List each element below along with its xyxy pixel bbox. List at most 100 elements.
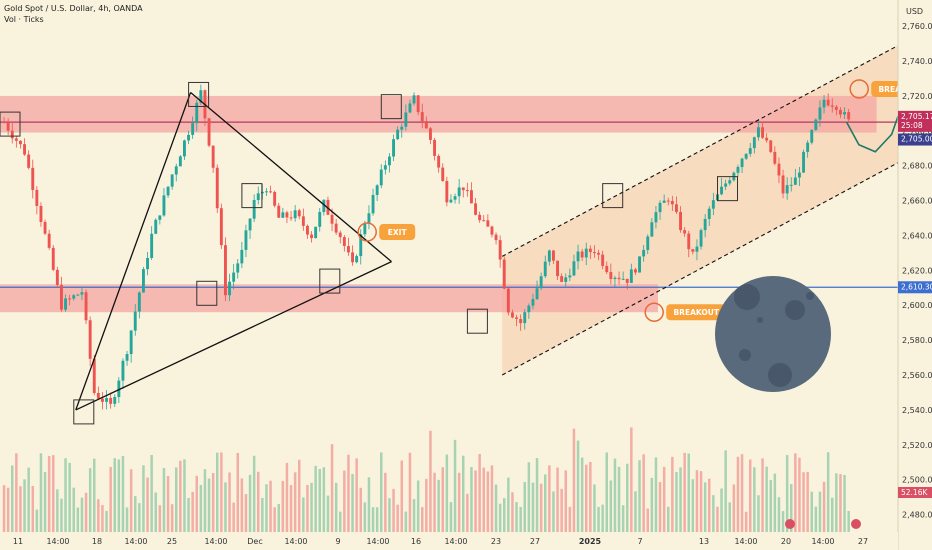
- candle: [523, 312, 527, 324]
- candle: [51, 247, 55, 270]
- swing-marker-box: [466, 308, 488, 334]
- candle: [35, 189, 39, 206]
- volume-bar: [166, 476, 170, 532]
- volume-bar: [601, 504, 604, 532]
- volume-bar: [64, 458, 67, 532]
- volume-bar: [314, 465, 317, 532]
- candle: [347, 246, 350, 253]
- volume-bar: [318, 468, 321, 532]
- candle: [679, 211, 682, 231]
- volume-bar: [261, 497, 264, 532]
- volume-bar: [351, 473, 354, 532]
- candle: [568, 275, 572, 278]
- candle: [150, 233, 154, 258]
- volume-bar: [790, 484, 793, 532]
- volume-bar: [359, 487, 362, 532]
- callout-circle: [357, 222, 377, 242]
- volume-bar: [716, 506, 719, 532]
- candle: [113, 397, 117, 404]
- volume-bar: [580, 457, 584, 532]
- candle: [662, 200, 666, 203]
- volume-bar: [564, 470, 567, 532]
- callout-label: EXIT: [388, 228, 408, 237]
- volume-bar: [175, 467, 178, 532]
- volume-bar: [433, 472, 436, 532]
- volume-bar: [515, 502, 518, 532]
- candle: [408, 103, 412, 113]
- volume-bar: [43, 472, 47, 532]
- volume-bar: [105, 510, 108, 532]
- volume-bar: [421, 507, 424, 532]
- candle: [256, 193, 260, 201]
- volume-bar: [109, 466, 112, 532]
- x-tick-label: 14:00: [124, 537, 147, 546]
- candle: [23, 144, 26, 155]
- volume-bar: [453, 439, 457, 532]
- callout-label: BREAKOUT: [673, 308, 719, 317]
- volume-bar: [150, 454, 153, 532]
- candle: [445, 181, 449, 203]
- swing-marker-box: [188, 81, 210, 107]
- current-price-flag: 25:08: [901, 121, 923, 130]
- x-tick-label: 14:00: [204, 537, 227, 546]
- y-tick-label: 2,740.000: [902, 57, 932, 66]
- volume-bar: [732, 484, 736, 532]
- candle: [367, 213, 371, 224]
- volume-bar: [646, 508, 649, 532]
- y-tick-label: 2,620.000: [902, 266, 932, 275]
- candle: [474, 203, 477, 215]
- candle: [564, 277, 568, 282]
- candle: [76, 294, 80, 296]
- volume-bar: [511, 492, 514, 532]
- candle: [396, 129, 400, 140]
- x-tick-label: 14:00: [811, 537, 834, 546]
- volume-bar: [396, 504, 399, 532]
- candle: [470, 190, 473, 204]
- candle: [211, 145, 215, 168]
- price-axis-bg: [898, 0, 932, 550]
- candle: [166, 186, 170, 196]
- volume-bar: [191, 491, 194, 532]
- candle: [277, 205, 281, 218]
- candle: [84, 292, 88, 321]
- candle: [646, 236, 650, 250]
- candle: [757, 127, 760, 138]
- volume-bar: [708, 478, 711, 532]
- volume-bar: [244, 494, 248, 532]
- candle: [170, 174, 174, 187]
- volume-bar: [88, 468, 92, 532]
- volume-bar: [142, 465, 145, 532]
- candle: [724, 183, 728, 187]
- candle: [158, 215, 162, 220]
- candle: [297, 210, 301, 217]
- candle: [560, 276, 564, 282]
- candle: [379, 169, 383, 186]
- volume-bar: [609, 480, 613, 532]
- candle: [60, 284, 63, 310]
- volume-bar: [818, 491, 822, 532]
- candle: [121, 360, 125, 381]
- candle: [363, 223, 367, 235]
- swing-marker-box: [319, 268, 341, 294]
- volume-bar: [654, 457, 658, 532]
- candle: [43, 221, 47, 234]
- volume-bar: [785, 455, 789, 532]
- volume-bar: [129, 469, 133, 532]
- y-tick-label: 2,480.000: [902, 511, 932, 520]
- volume-bar: [814, 506, 818, 532]
- candle: [252, 200, 256, 219]
- x-tick-label: 16: [411, 537, 421, 546]
- volume-bar: [822, 481, 826, 532]
- candle: [404, 112, 408, 127]
- candle: [47, 233, 51, 248]
- triangle-trendline: [75, 261, 392, 411]
- volume-bar: [740, 454, 744, 532]
- volume-bar: [699, 471, 703, 532]
- volume-bar: [47, 456, 51, 532]
- volume-bar: [80, 497, 84, 532]
- y-tick-label: 2,560.000: [902, 371, 932, 380]
- candle: [412, 95, 416, 104]
- volume-bar: [728, 502, 731, 532]
- candle: [781, 175, 785, 194]
